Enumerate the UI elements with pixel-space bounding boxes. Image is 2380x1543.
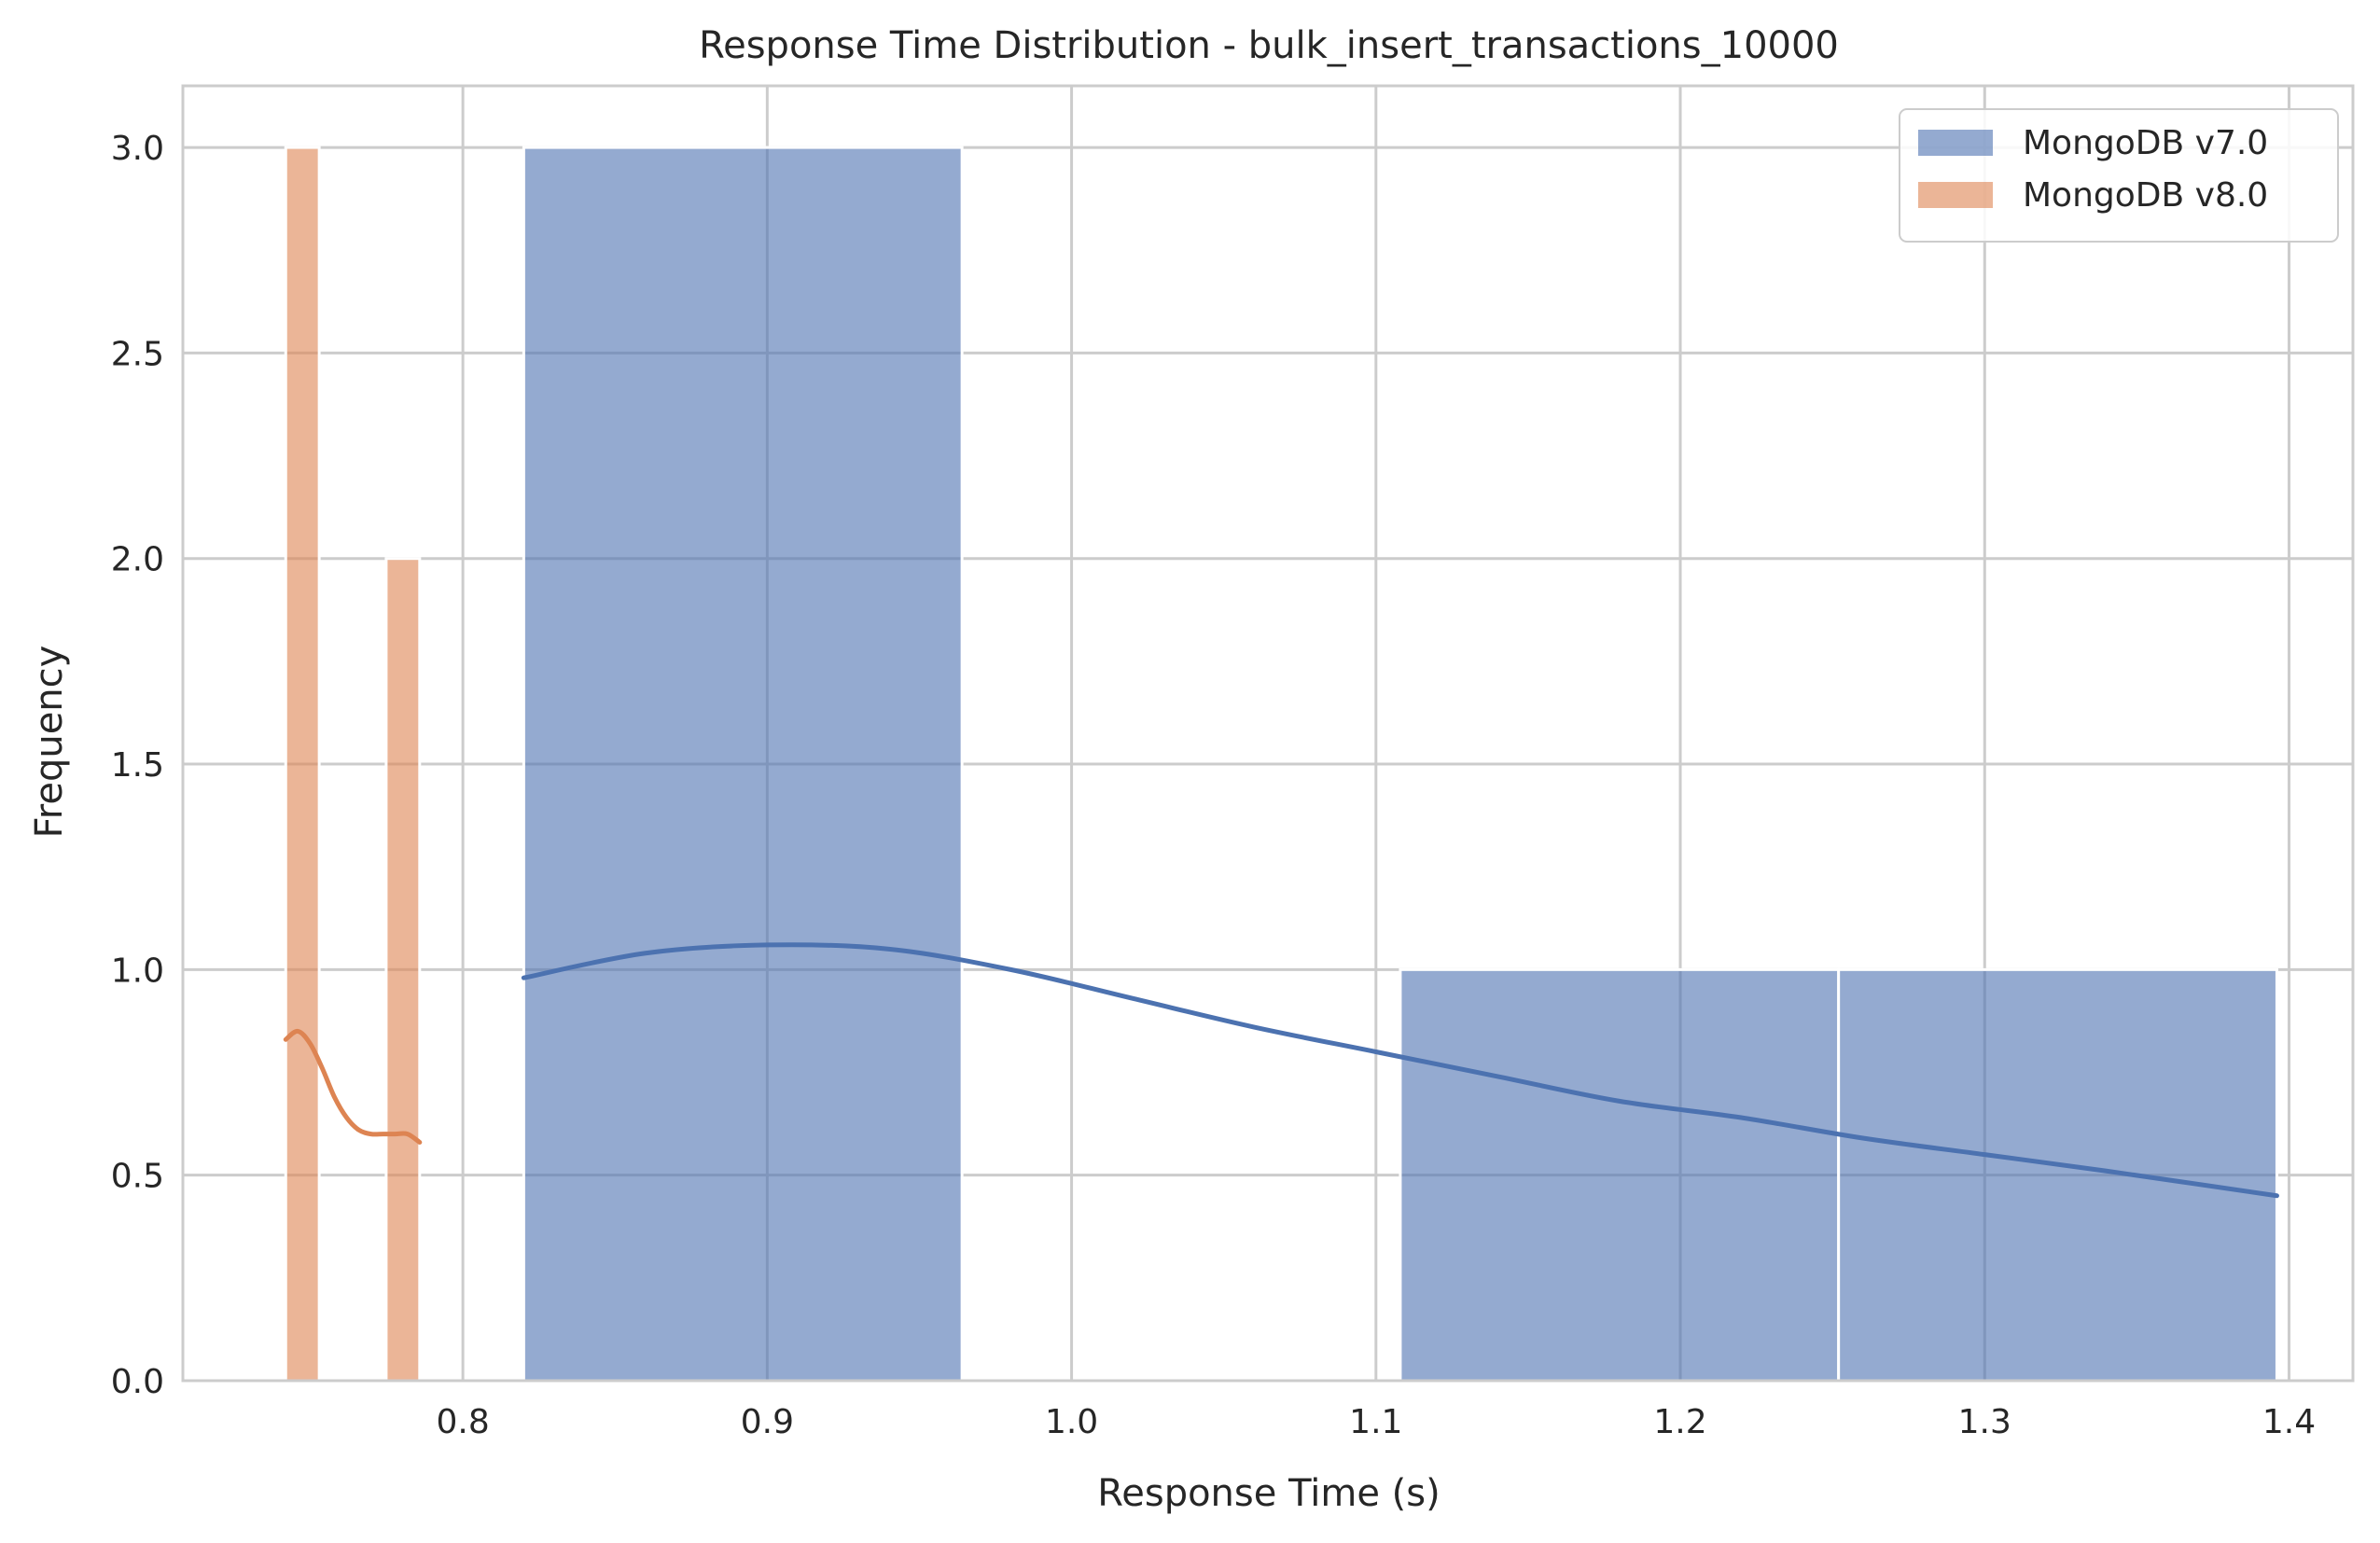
y-tick-label: 0.5 [111, 1158, 164, 1196]
y-tick-label: 0.0 [111, 1363, 164, 1401]
x-tick-label: 1.4 [2262, 1403, 2316, 1441]
kde-line-series-1 [283, 1028, 423, 1145]
legend-label: MongoDB v7.0 [2023, 124, 2268, 162]
kde-curves [283, 942, 2279, 1199]
x-tick-label: 1.1 [1349, 1403, 1402, 1441]
legend: MongoDB v7.0 MongoDB v8.0 [1899, 108, 2339, 243]
x-tick-label: 0.8 [436, 1403, 489, 1441]
y-tick-labels: 0.0 0.5 1.0 1.5 2.0 2.5 3.0 [111, 130, 164, 1401]
y-tick-label: 1.0 [111, 952, 164, 990]
legend-label: MongoDB v8.0 [2023, 176, 2268, 215]
plot-frame [181, 84, 2355, 1383]
y-tick-label: 2.0 [111, 541, 164, 579]
legend-box [1899, 108, 2339, 243]
x-tick-labels: 0.8 0.9 1.0 1.1 1.2 1.3 1.4 [436, 1403, 2316, 1441]
x-tick-label: 1.2 [1653, 1403, 1706, 1441]
x-tick-label: 1.0 [1045, 1403, 1098, 1441]
x-tick-label: 0.9 [741, 1403, 794, 1441]
x-axis-label: Response Time (s) [1097, 1472, 1440, 1515]
histogram-bar-series-0 [1399, 967, 1841, 1383]
histogram-bars [284, 146, 2278, 1383]
y-tick-label: 3.0 [111, 130, 164, 168]
y-tick-label: 1.5 [111, 746, 164, 785]
histogram-bar-series-0 [1837, 967, 2278, 1383]
chart-title: Response Time Distribution - bulk_insert… [699, 24, 1839, 67]
histogram-bar-series-0 [522, 146, 964, 1383]
kde-line-series-0 [521, 942, 2279, 1199]
x-tick-label: 1.3 [1958, 1403, 2011, 1441]
y-axis-label: Frequency [28, 646, 71, 839]
legend-swatch [1918, 182, 1993, 208]
histogram-bar-series-1 [284, 146, 321, 1383]
y-tick-label: 2.5 [111, 335, 164, 373]
legend-swatch [1918, 130, 1993, 156]
histogram-bar-series-1 [384, 557, 422, 1383]
